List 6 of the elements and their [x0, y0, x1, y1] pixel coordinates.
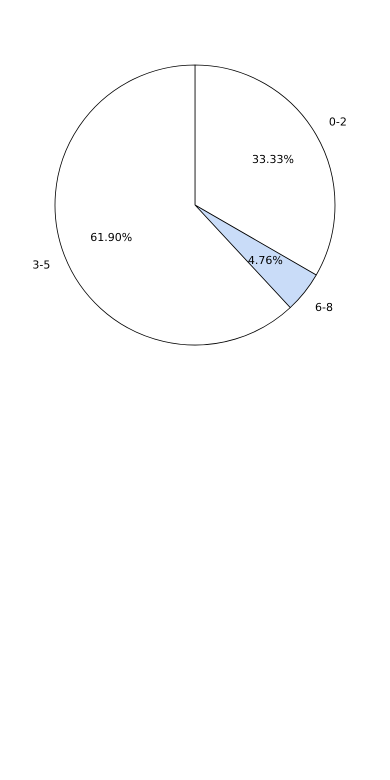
data-label: 4.76% — [248, 254, 283, 268]
slice-label: 6-8 — [315, 300, 333, 314]
slice-label: 3-5 — [32, 258, 50, 272]
data-label: 61.90% — [90, 230, 132, 244]
slice-label: 0-2 — [328, 116, 347, 128]
data-label: 33.33% — [252, 153, 294, 166]
